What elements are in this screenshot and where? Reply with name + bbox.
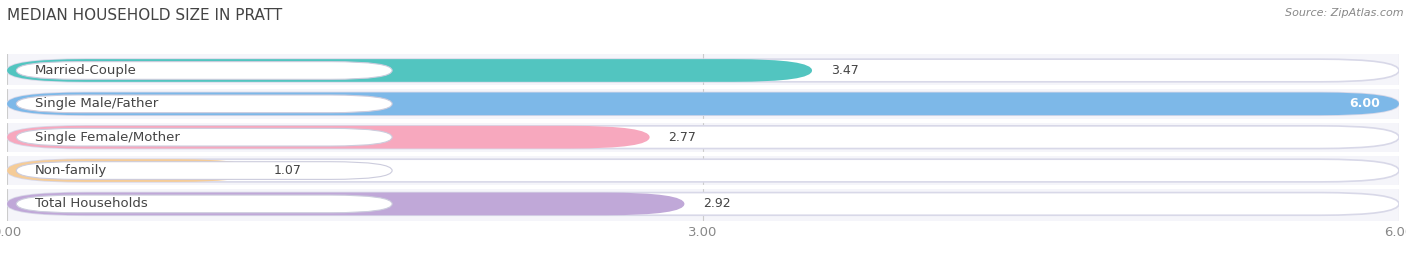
FancyBboxPatch shape: [7, 87, 1399, 121]
FancyBboxPatch shape: [17, 62, 392, 79]
FancyBboxPatch shape: [7, 159, 1399, 182]
FancyBboxPatch shape: [17, 128, 392, 146]
FancyBboxPatch shape: [17, 95, 392, 113]
FancyBboxPatch shape: [7, 154, 1399, 187]
Text: Married-Couple: Married-Couple: [35, 64, 136, 77]
FancyBboxPatch shape: [17, 195, 392, 213]
FancyBboxPatch shape: [7, 193, 1399, 215]
FancyBboxPatch shape: [7, 93, 1399, 115]
FancyBboxPatch shape: [7, 54, 1399, 87]
FancyBboxPatch shape: [7, 59, 1399, 82]
Text: 2.92: 2.92: [703, 197, 731, 210]
Text: Source: ZipAtlas.com: Source: ZipAtlas.com: [1285, 8, 1403, 18]
FancyBboxPatch shape: [7, 93, 1399, 115]
FancyBboxPatch shape: [7, 121, 1399, 154]
FancyBboxPatch shape: [7, 126, 1399, 148]
FancyBboxPatch shape: [7, 193, 685, 215]
FancyBboxPatch shape: [7, 126, 650, 148]
Text: Non-family: Non-family: [35, 164, 107, 177]
Text: Total Households: Total Households: [35, 197, 148, 210]
FancyBboxPatch shape: [17, 162, 392, 179]
Text: MEDIAN HOUSEHOLD SIZE IN PRATT: MEDIAN HOUSEHOLD SIZE IN PRATT: [7, 8, 283, 23]
FancyBboxPatch shape: [7, 59, 813, 82]
Text: Single Male/Father: Single Male/Father: [35, 97, 157, 110]
Text: 6.00: 6.00: [1350, 97, 1381, 110]
Text: 1.07: 1.07: [274, 164, 302, 177]
Text: 2.77: 2.77: [668, 131, 696, 144]
Text: Single Female/Mother: Single Female/Mother: [35, 131, 180, 144]
Text: 3.47: 3.47: [831, 64, 858, 77]
FancyBboxPatch shape: [7, 159, 256, 182]
FancyBboxPatch shape: [7, 187, 1399, 221]
